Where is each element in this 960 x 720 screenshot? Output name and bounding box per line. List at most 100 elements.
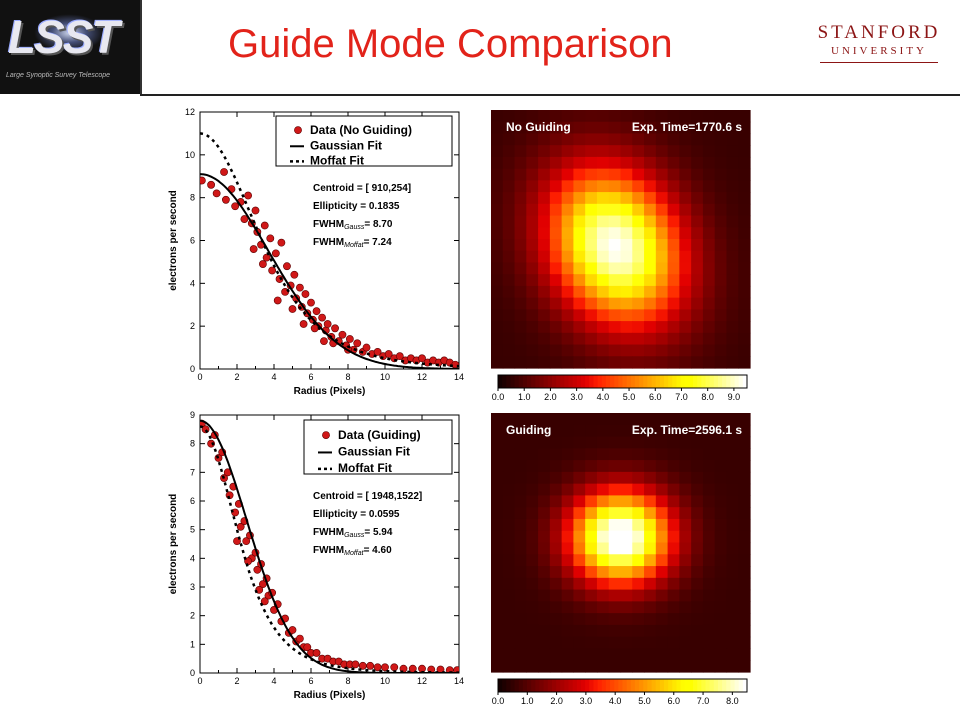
heatmap-cell	[679, 250, 692, 264]
heatmap-cell	[691, 227, 704, 240]
heatmap-cell	[691, 321, 704, 334]
heatmap-cell	[632, 660, 645, 673]
heatmap-cell	[644, 436, 657, 449]
heatmap-cell	[514, 542, 527, 555]
heatmap-cell	[491, 413, 504, 426]
heatmap-cell	[502, 471, 516, 485]
colorbar-segment	[510, 375, 516, 388]
heatmap-cell	[526, 483, 539, 497]
heatmap-cell	[491, 566, 504, 579]
heatmap-cell	[655, 133, 669, 146]
heatmap-cell	[514, 110, 527, 123]
heatmap-cell	[726, 344, 739, 357]
colorbar-segment	[697, 679, 702, 692]
heatmap-cell	[655, 530, 669, 544]
colorbar-segment	[568, 679, 574, 692]
colorbar-segment	[593, 375, 599, 388]
heatmap-cell	[714, 203, 728, 217]
heatmap-cell	[644, 297, 657, 310]
heatmap-cell	[608, 297, 622, 310]
heatmap-cell	[502, 460, 516, 473]
scatter-panel-0: 0 2 4 6 8 10 12 14 0 2 4 6 8 10 12 Radius (Pixels) elect…	[168, 107, 464, 397]
heatmap-cell	[526, 613, 539, 626]
heatmap-cell	[655, 285, 669, 299]
heatmap-cell	[538, 589, 551, 602]
heatmap-cell	[714, 413, 728, 426]
heatmap-cell	[679, 356, 692, 369]
fwhm-annotation: FWHMGauss= 8.70	[313, 219, 393, 231]
data-point	[303, 643, 312, 652]
heatmap-cell	[585, 356, 598, 369]
heatmap-cell	[679, 274, 692, 287]
heatmap-cell	[549, 309, 563, 322]
heatmap-cell	[667, 110, 680, 123]
heatmap-cell	[679, 448, 692, 461]
fwhm-subscript: Moffat	[344, 550, 365, 557]
colorbar-segment	[742, 679, 748, 692]
fwhm-annotation: FWHMMoffat= 7.24	[313, 237, 392, 249]
heatmap-cell	[714, 180, 728, 193]
heatmap-cell	[549, 262, 563, 275]
heatmap-cell	[632, 648, 645, 661]
heatmap-cell	[702, 133, 716, 146]
heatmap-cell	[691, 297, 704, 310]
heatmap-cell	[585, 121, 598, 135]
colorbar-segment	[664, 375, 669, 388]
heatmap-cell	[573, 413, 586, 426]
heatmap-cell	[726, 309, 739, 322]
heatmap-cell	[608, 168, 622, 181]
heatmap-cell	[491, 507, 504, 520]
data-point	[320, 337, 328, 346]
heatmap-cell	[738, 356, 751, 369]
heatmap-cell	[596, 215, 610, 228]
heatmap-cell	[514, 121, 527, 135]
heatmap-cell	[526, 624, 539, 638]
heatmap-cell	[679, 321, 692, 334]
heatmap-cell	[632, 215, 645, 228]
colorbar-segment	[626, 375, 632, 388]
heatmap-cell	[538, 168, 551, 181]
heatmap-cell	[644, 460, 657, 473]
heatmap-cell	[514, 507, 527, 520]
heatmap-cell	[667, 624, 680, 638]
heatmap-cell	[561, 495, 575, 508]
heatmap-cell	[561, 356, 575, 369]
colorbar-segment	[684, 679, 690, 692]
fwhm-prefix: FWHM	[313, 219, 344, 230]
heatmap-cell	[738, 424, 751, 438]
colorbar-segment	[618, 679, 623, 692]
heatmap-cell	[702, 483, 716, 497]
heatmap-cell	[573, 601, 586, 614]
heatmap-cell	[596, 274, 610, 287]
colorbar-segment	[556, 679, 561, 692]
heatmap-cell	[726, 471, 739, 485]
heatmap-cell	[549, 145, 563, 158]
colorbar-segment	[664, 679, 669, 692]
heatmap-cell	[655, 460, 669, 473]
heatmap-cell	[585, 203, 598, 217]
heatmap-exposure-time: Exp. Time=2596.1 s	[632, 423, 743, 437]
heatmap-cell	[620, 624, 633, 638]
heatmap-cell	[738, 297, 751, 310]
heatmap-cell	[514, 577, 527, 591]
colorbar-frame	[497, 678, 748, 693]
fit-annotation: Ellipticity = 0.1835	[313, 201, 400, 212]
heatmap-cell	[502, 227, 516, 240]
heatmap-cell	[549, 203, 563, 217]
colorbar-segment	[506, 375, 511, 388]
heatmap-cell	[679, 518, 692, 532]
colorbar-segment	[717, 375, 723, 388]
heatmap-cell	[526, 215, 539, 228]
heatmap-cell	[608, 448, 622, 461]
heatmap-cell	[596, 180, 610, 193]
heatmap-cell	[608, 215, 622, 228]
data-point	[318, 313, 326, 322]
heatmap-cell	[620, 215, 633, 228]
heatmap-cell	[726, 613, 739, 626]
heatmap-cell	[608, 636, 622, 650]
x-tick-label: 10	[380, 372, 390, 382]
data-point	[231, 202, 240, 211]
heatmap-cell	[596, 660, 610, 673]
heatmap-cell	[502, 413, 516, 426]
heatmap-cell	[538, 332, 551, 346]
